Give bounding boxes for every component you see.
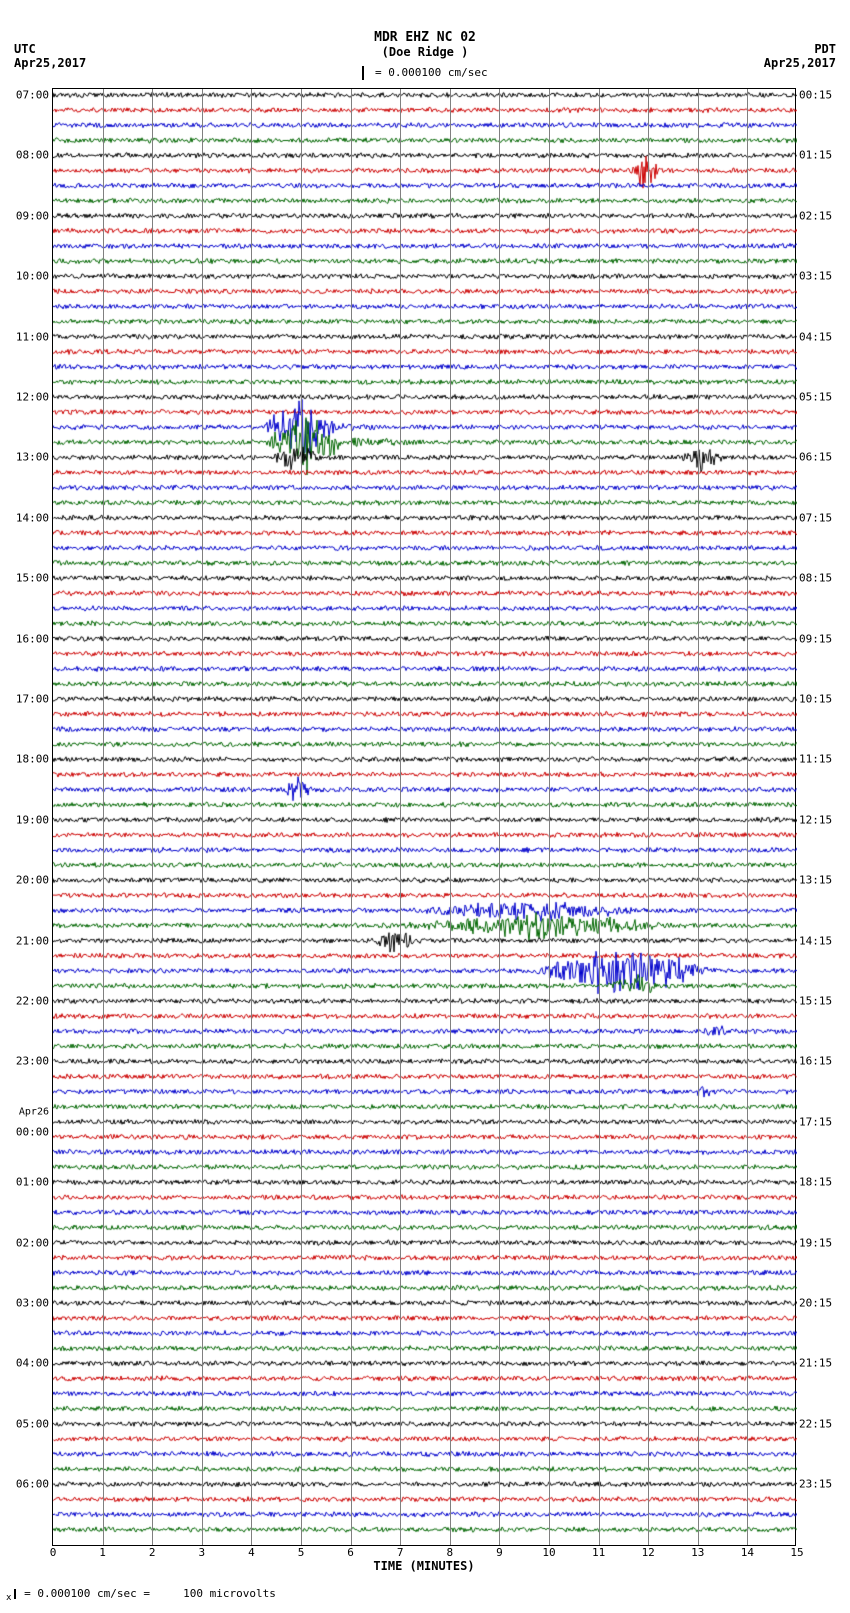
right-time-label: 07:15 <box>799 511 832 524</box>
x-tick-label: 0 <box>50 1546 57 1559</box>
right-time-label: 11:15 <box>799 753 832 766</box>
right-date: Apr25,2017 <box>764 56 836 70</box>
footer-prefix: = 0.000100 cm/sec = <box>24 1587 150 1600</box>
station-location: (Doe Ridge ) <box>0 45 850 59</box>
right-time-label: 10:15 <box>799 693 832 706</box>
footer-suffix: 100 microvolts <box>183 1587 276 1600</box>
left-time-label: 18:00 <box>16 753 49 766</box>
scale-legend: = 0.000100 cm/sec <box>0 66 850 80</box>
grid-vertical <box>499 89 500 1545</box>
left-time-label: 22:00 <box>16 995 49 1008</box>
x-tick-label: 9 <box>496 1546 503 1559</box>
x-tick-label: 4 <box>248 1546 255 1559</box>
station-id: MDR EHZ NC 02 <box>0 30 850 45</box>
right-time-label: 05:15 <box>799 391 832 404</box>
right-time-label: 00:15 <box>799 89 832 102</box>
right-time-label: 02:15 <box>799 209 832 222</box>
x-tick-label: 2 <box>149 1546 156 1559</box>
grid-vertical <box>251 89 252 1545</box>
left-time-label: 07:00 <box>16 89 49 102</box>
x-tick-label: 13 <box>691 1546 704 1559</box>
right-time-label: 17:15 <box>799 1115 832 1128</box>
x-tick-label: 14 <box>741 1546 754 1559</box>
right-timezone: PDT <box>814 42 836 56</box>
x-tick-label: 7 <box>397 1546 404 1559</box>
x-tick-label: 8 <box>446 1546 453 1559</box>
right-time-label: 06:15 <box>799 451 832 464</box>
left-time-label: 20:00 <box>16 874 49 887</box>
right-time-label: 16:15 <box>799 1055 832 1068</box>
right-time-label: 14:15 <box>799 934 832 947</box>
grid-vertical <box>450 89 451 1545</box>
grid-vertical <box>747 89 748 1545</box>
x-axis-label: TIME (MINUTES) <box>373 1559 474 1573</box>
grid-vertical <box>599 89 600 1545</box>
x-tick-label: 10 <box>542 1546 555 1559</box>
left-time-label: 15:00 <box>16 572 49 585</box>
grid-vertical <box>698 89 699 1545</box>
left-time-label: 01:00 <box>16 1176 49 1189</box>
x-tick-label: 15 <box>790 1546 803 1559</box>
right-time-label: 03:15 <box>799 270 832 283</box>
grid-vertical <box>103 89 104 1545</box>
seismogram-traces <box>53 89 797 1547</box>
left-timezone: UTC <box>14 42 36 56</box>
seismogram-plot: TIME (MINUTES) 012345678910111213141507:… <box>52 88 796 1546</box>
left-time-label: 19:00 <box>16 813 49 826</box>
left-time-label: 06:00 <box>16 1478 49 1491</box>
right-time-label: 12:15 <box>799 813 832 826</box>
grid-vertical <box>648 89 649 1545</box>
left-time-label: 11:00 <box>16 330 49 343</box>
left-time-label: 00:00 <box>16 1125 49 1138</box>
x-tick-label: 3 <box>198 1546 205 1559</box>
right-time-label: 08:15 <box>799 572 832 585</box>
grid-vertical <box>400 89 401 1545</box>
right-time-label: 01:15 <box>799 149 832 162</box>
left-time-label: 17:00 <box>16 693 49 706</box>
left-time-label: 08:00 <box>16 149 49 162</box>
x-tick-label: 11 <box>592 1546 605 1559</box>
right-time-label: 23:15 <box>799 1478 832 1491</box>
right-time-label: 19:15 <box>799 1236 832 1249</box>
grid-vertical <box>301 89 302 1545</box>
footer-scale-bar-icon <box>14 1589 16 1599</box>
grid-vertical <box>549 89 550 1545</box>
right-time-label: 18:15 <box>799 1176 832 1189</box>
x-tick-label: 5 <box>298 1546 305 1559</box>
right-time-label: 21:15 <box>799 1357 832 1370</box>
left-time-label: 23:00 <box>16 1055 49 1068</box>
left-time-label: 02:00 <box>16 1236 49 1249</box>
left-time-label: 10:00 <box>16 270 49 283</box>
left-time-label: 04:00 <box>16 1357 49 1370</box>
left-time-label: Apr26 <box>19 1106 49 1117</box>
left-time-label: 14:00 <box>16 511 49 524</box>
left-time-label: 03:00 <box>16 1297 49 1310</box>
x-tick-label: 1 <box>99 1546 106 1559</box>
grid-vertical <box>202 89 203 1545</box>
grid-vertical <box>351 89 352 1545</box>
left-time-label: 09:00 <box>16 209 49 222</box>
left-time-label: 16:00 <box>16 632 49 645</box>
scale-bar-icon <box>362 66 364 80</box>
footer-scale-note: x = 0.000100 cm/sec = 100 microvolts <box>6 1587 276 1603</box>
right-time-label: 20:15 <box>799 1297 832 1310</box>
x-tick-label: 12 <box>642 1546 655 1559</box>
left-date: Apr25,2017 <box>14 56 86 70</box>
grid-vertical <box>152 89 153 1545</box>
right-time-label: 13:15 <box>799 874 832 887</box>
x-tick-label: 6 <box>347 1546 354 1559</box>
right-time-label: 22:15 <box>799 1417 832 1430</box>
left-time-label: 12:00 <box>16 391 49 404</box>
chart-header: MDR EHZ NC 02 (Doe Ridge ) <box>0 30 850 59</box>
right-time-label: 04:15 <box>799 330 832 343</box>
right-time-label: 15:15 <box>799 995 832 1008</box>
right-time-label: 09:15 <box>799 632 832 645</box>
left-time-label: 13:00 <box>16 451 49 464</box>
scale-text: = 0.000100 cm/sec <box>375 66 488 79</box>
left-time-label: 05:00 <box>16 1417 49 1430</box>
left-time-label: 21:00 <box>16 934 49 947</box>
